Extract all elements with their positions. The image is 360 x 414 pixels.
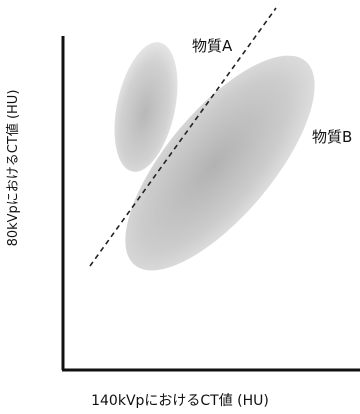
- axes: [61, 36, 360, 372]
- material-b-label: 物質B: [312, 128, 352, 146]
- material-a-region: [114, 42, 178, 172]
- material-b-region: [125, 55, 315, 271]
- x-axis-label: 140kVpにおけるCT値 (HU): [91, 393, 269, 409]
- material-boundary-line: [89, 7, 277, 267]
- y-axis-label: 80kVpにおけるCT値 (HU): [5, 90, 21, 247]
- material-a-label: 物質A: [192, 37, 233, 55]
